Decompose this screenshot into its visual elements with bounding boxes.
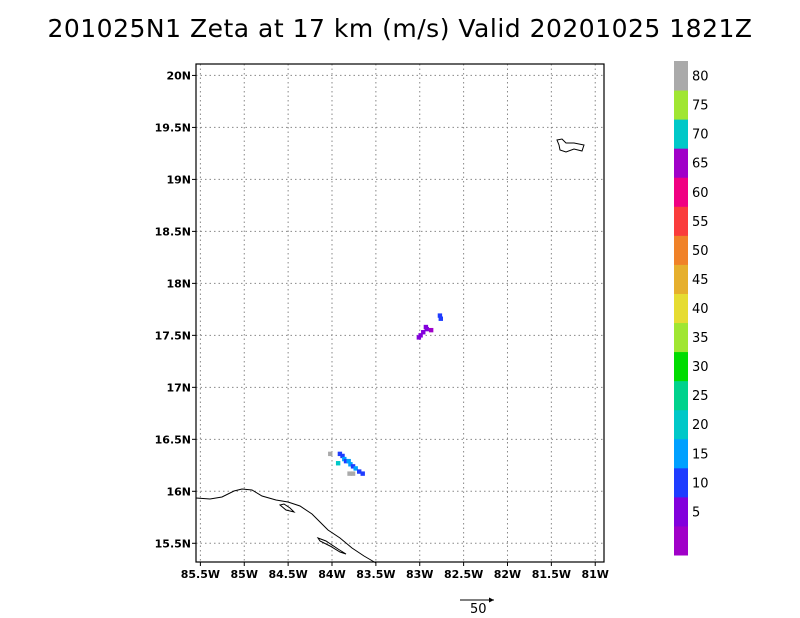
grid-lines <box>196 64 604 562</box>
y-tick-label: 19.5N <box>155 121 191 134</box>
heatmap-cell <box>348 462 353 467</box>
colorbar-segment <box>674 148 688 178</box>
x-tick-label: 83.5W <box>356 568 395 581</box>
colorbar-label: 70 <box>692 128 709 143</box>
heatmap-cell <box>421 330 426 335</box>
coastline-honduras <box>195 488 377 564</box>
heatmap-cell <box>328 451 333 457</box>
colorbar-label: 60 <box>692 186 709 201</box>
heatmap-cell <box>335 461 341 466</box>
vector-key-arrowhead <box>489 597 494 603</box>
axis-ticks: 85.5W 85W 84.5W 84W 83.5W 83W 82.5W 82W 81.5W 81W… <box>155 69 609 581</box>
colorbar-segment <box>674 438 688 469</box>
colorbar-segment <box>674 264 688 294</box>
heatmap-cell <box>438 316 443 321</box>
colorbar-segment <box>674 351 688 382</box>
vector-key: 50 <box>460 597 494 617</box>
heatmap-cells <box>328 313 443 476</box>
heatmap-cell <box>350 471 356 476</box>
y-tick-label: 18.5N <box>155 225 191 238</box>
chart-title: 201025N1 Zeta at 17 km (m/s) Valid 20201… <box>47 14 753 43</box>
heatmap-cell <box>347 471 352 476</box>
x-tick-label: 84W <box>318 568 345 581</box>
colorbar-label: 5 <box>692 505 700 520</box>
x-tick-label: 84.5W <box>268 568 307 581</box>
colorbar-label: 10 <box>692 476 709 491</box>
heatmap-cell <box>353 466 358 471</box>
colorbar-label: 30 <box>692 360 709 375</box>
colorbar-label: 20 <box>692 418 709 433</box>
heatmap-cell <box>340 453 345 459</box>
colorbar-segment <box>674 525 688 556</box>
colorbar-segment <box>674 235 688 265</box>
heatmap-cell <box>346 458 351 464</box>
colorbar: 5 10 15 20 25 30 35 40 45 50 55 60 65 70 75 80 <box>674 61 709 556</box>
colorbar-label: 65 <box>692 157 709 172</box>
heatmap-cell <box>337 451 343 457</box>
colorbar-segment <box>674 90 688 120</box>
heatmap-cell <box>424 326 429 332</box>
colorbar-label: 55 <box>692 215 709 230</box>
heatmap-cell <box>350 464 356 469</box>
coastlines <box>195 138 585 564</box>
colorbar-segment <box>674 322 688 353</box>
colorbar-segment <box>674 409 688 440</box>
colorbar-label: 40 <box>692 302 709 317</box>
colorbar-segment <box>674 177 688 207</box>
y-tick-label: 16N <box>166 485 191 498</box>
colorbar-segment <box>674 496 688 527</box>
y-tick-label: 18N <box>166 277 191 290</box>
colorbar-label: 75 <box>692 99 709 114</box>
heatmap-cell <box>360 471 365 476</box>
heatmap-cell <box>437 313 443 318</box>
x-tick-label: 81W <box>581 568 608 581</box>
colorbar-segment <box>674 380 688 411</box>
x-tick-label: 85W <box>231 568 258 581</box>
y-tick-label: 16.5N <box>155 433 191 446</box>
colorbar-label: 35 <box>692 331 709 346</box>
colorbar-label: 45 <box>692 273 709 288</box>
colorbar-label: 80 <box>692 70 709 85</box>
coastline-lagoon <box>316 536 347 555</box>
y-tick-label: 15.5N <box>155 537 191 550</box>
y-tick-label: 17.5N <box>155 329 191 342</box>
heatmap-cell <box>416 335 422 340</box>
y-tick-label: 20N <box>166 69 191 82</box>
x-tick-label: 85.5W <box>181 568 220 581</box>
heatmap-cell <box>343 458 349 464</box>
x-tick-label: 82.5W <box>444 568 483 581</box>
plot-frame <box>195 63 605 563</box>
colorbar-label: 25 <box>692 389 709 404</box>
x-tick-label: 81.5W <box>532 568 571 581</box>
heatmap-cell <box>357 469 362 474</box>
colorbar-segment <box>674 61 688 91</box>
colorbar-label: 50 <box>692 244 709 259</box>
coastline-cayman <box>556 138 585 153</box>
colorbar-segment <box>674 119 688 149</box>
x-tick-label: 83W <box>406 568 433 581</box>
colorbar-segment <box>674 467 688 498</box>
x-tick-label: 82W <box>494 568 521 581</box>
vector-key-label: 50 <box>470 602 487 617</box>
colorbar-segment <box>674 293 688 324</box>
colorbar-segment <box>674 206 688 236</box>
heatmap-cell <box>428 327 434 333</box>
y-tick-label: 19N <box>166 173 191 186</box>
coastline-roatan <box>278 503 296 513</box>
colorbar-label: 15 <box>692 447 709 462</box>
y-tick-label: 17N <box>166 381 191 394</box>
